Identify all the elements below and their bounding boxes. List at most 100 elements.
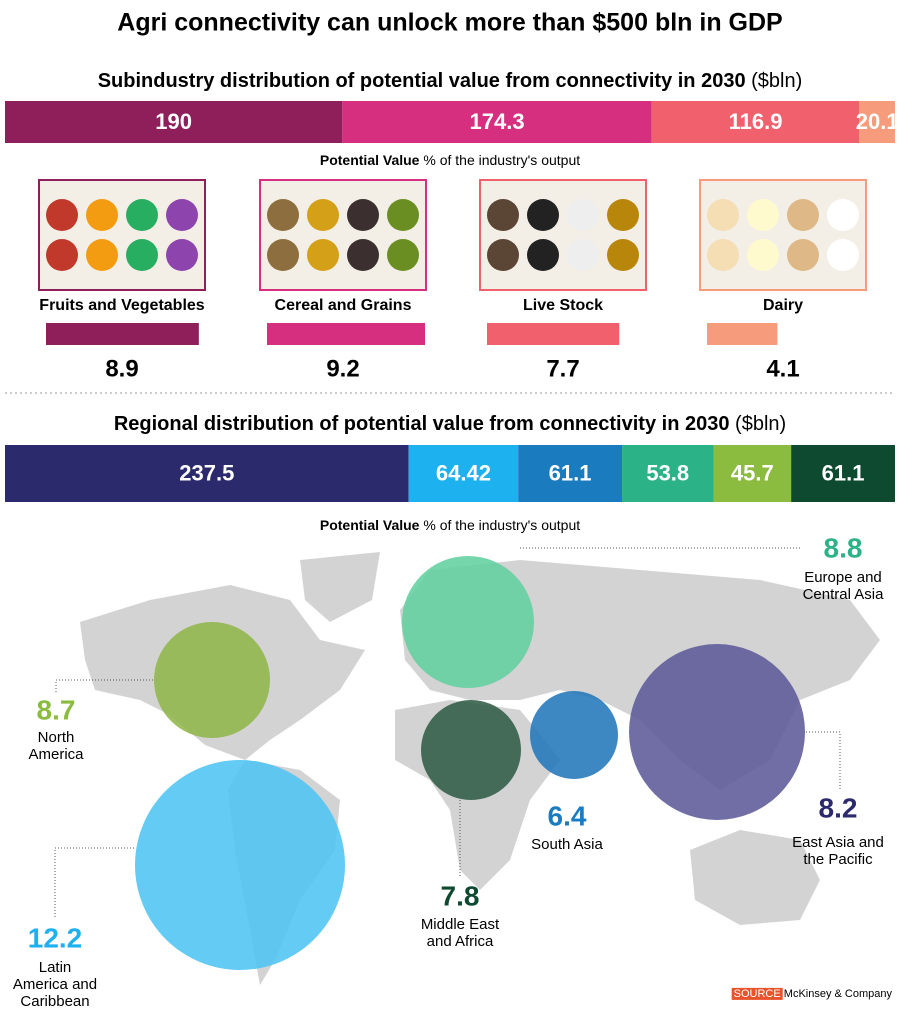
region-bubble <box>421 700 521 800</box>
source-label-text: SOURCE <box>734 988 781 1000</box>
section-title-text: Regional distribution of potential value… <box>114 413 730 435</box>
item-image <box>479 179 647 291</box>
item-image <box>699 179 867 291</box>
image-detail <box>307 239 339 271</box>
region-pct: 8.2 <box>819 792 858 823</box>
image-detail <box>607 239 639 271</box>
source-label-box <box>731 987 783 1000</box>
pct-value: 9.2 <box>326 355 359 382</box>
section-title: Subindustry distribution of potential va… <box>98 70 803 92</box>
bar-label: 64.42 <box>436 460 491 485</box>
pct-bar <box>487 323 620 345</box>
image-detail <box>567 199 599 231</box>
region-pct: 6.4 <box>548 800 587 831</box>
image-detail <box>267 199 299 231</box>
bar-label: 174.3 <box>470 109 525 134</box>
region-name: America <box>28 746 84 763</box>
image-detail <box>86 239 118 271</box>
image-detail <box>126 199 158 231</box>
pct-bar <box>707 323 778 345</box>
item-name: Dairy <box>763 297 803 314</box>
pct-value: 7.7 <box>546 355 579 382</box>
note-bold: Potential Value <box>320 517 420 533</box>
image-detail <box>527 239 559 271</box>
image-detail <box>86 199 118 231</box>
bar-segment <box>5 101 343 143</box>
image-detail <box>787 199 819 231</box>
item-image <box>38 179 206 291</box>
item-name: Fruits and Vegetables <box>39 297 204 314</box>
item-name: Live Stock <box>523 297 603 314</box>
pct-value: 4.1 <box>766 355 799 382</box>
note-text: % of the industry's output <box>423 517 580 533</box>
image-detail <box>827 239 859 271</box>
note-text: % of the industry's output <box>423 152 580 168</box>
image-detail <box>527 199 559 231</box>
image-detail <box>487 239 519 271</box>
bar-segment <box>791 445 895 502</box>
image-detail <box>46 199 78 231</box>
image-detail <box>267 239 299 271</box>
region-name: the Pacific <box>803 851 873 868</box>
bar-segment <box>408 445 519 502</box>
image-detail <box>166 239 198 271</box>
region-name: Caribbean <box>20 993 89 1010</box>
image-detail <box>347 199 379 231</box>
bar-segment <box>518 445 623 502</box>
region-name: Central Asia <box>803 586 885 603</box>
pct-value: 8.9 <box>105 355 138 382</box>
image-detail <box>347 239 379 271</box>
bar-label: 190 <box>155 109 192 134</box>
region-pct: 12.2 <box>28 922 83 953</box>
image-frame <box>38 179 206 291</box>
image-detail <box>166 199 198 231</box>
bar-label: 53.8 <box>646 460 689 485</box>
section-title-text: Subindustry distribution of potential va… <box>98 70 746 92</box>
region-pct: 8.7 <box>37 694 76 725</box>
bar-label: 116.9 <box>729 109 783 134</box>
bar-segment <box>859 101 895 143</box>
pct-bar <box>267 323 425 345</box>
main-title: Agri connectivity can unlock more than $… <box>117 9 782 37</box>
region-name: Latin <box>39 959 72 976</box>
bar-segment <box>622 445 714 502</box>
region-bubble <box>629 644 805 820</box>
image-detail <box>827 199 859 231</box>
region-pct: 8.8 <box>824 532 863 563</box>
image-detail <box>747 239 779 271</box>
image-detail <box>747 199 779 231</box>
image-frame <box>259 179 427 291</box>
unit: ($bln) <box>751 70 802 92</box>
unit: ($bln) <box>735 413 786 435</box>
region-name: East Asia and <box>792 834 884 851</box>
image-frame <box>479 179 647 291</box>
note-bold: Potential Value <box>320 152 420 168</box>
source: SOURCE McKinsey & Company <box>734 988 893 1000</box>
region-name: and Africa <box>427 933 494 950</box>
region-bubble <box>530 691 618 779</box>
region-name: South Asia <box>531 836 603 853</box>
section-title: Regional distribution of potential value… <box>114 413 786 435</box>
image-detail <box>307 199 339 231</box>
image-detail <box>46 239 78 271</box>
leader-line <box>806 731 841 790</box>
item-image <box>259 179 427 291</box>
bar-segment <box>713 445 792 502</box>
region-bubble <box>402 556 534 688</box>
region-name: North <box>38 729 75 746</box>
note: Potential Value % of the industry's outp… <box>320 517 580 533</box>
bar-label: 45.7 <box>731 460 774 485</box>
image-detail <box>387 239 419 271</box>
image-detail <box>707 199 739 231</box>
region-name: America and <box>13 976 97 993</box>
bar-segment <box>651 101 860 143</box>
region-bubble <box>154 622 270 738</box>
note: Potential Value % of the industry's outp… <box>320 152 580 168</box>
leader-line <box>55 679 154 692</box>
region-bubble <box>135 760 345 970</box>
item-name: Cereal and Grains <box>275 297 412 314</box>
bar-label: 61.1 <box>549 460 592 485</box>
image-detail <box>387 199 419 231</box>
region-name: Middle East <box>421 916 500 933</box>
